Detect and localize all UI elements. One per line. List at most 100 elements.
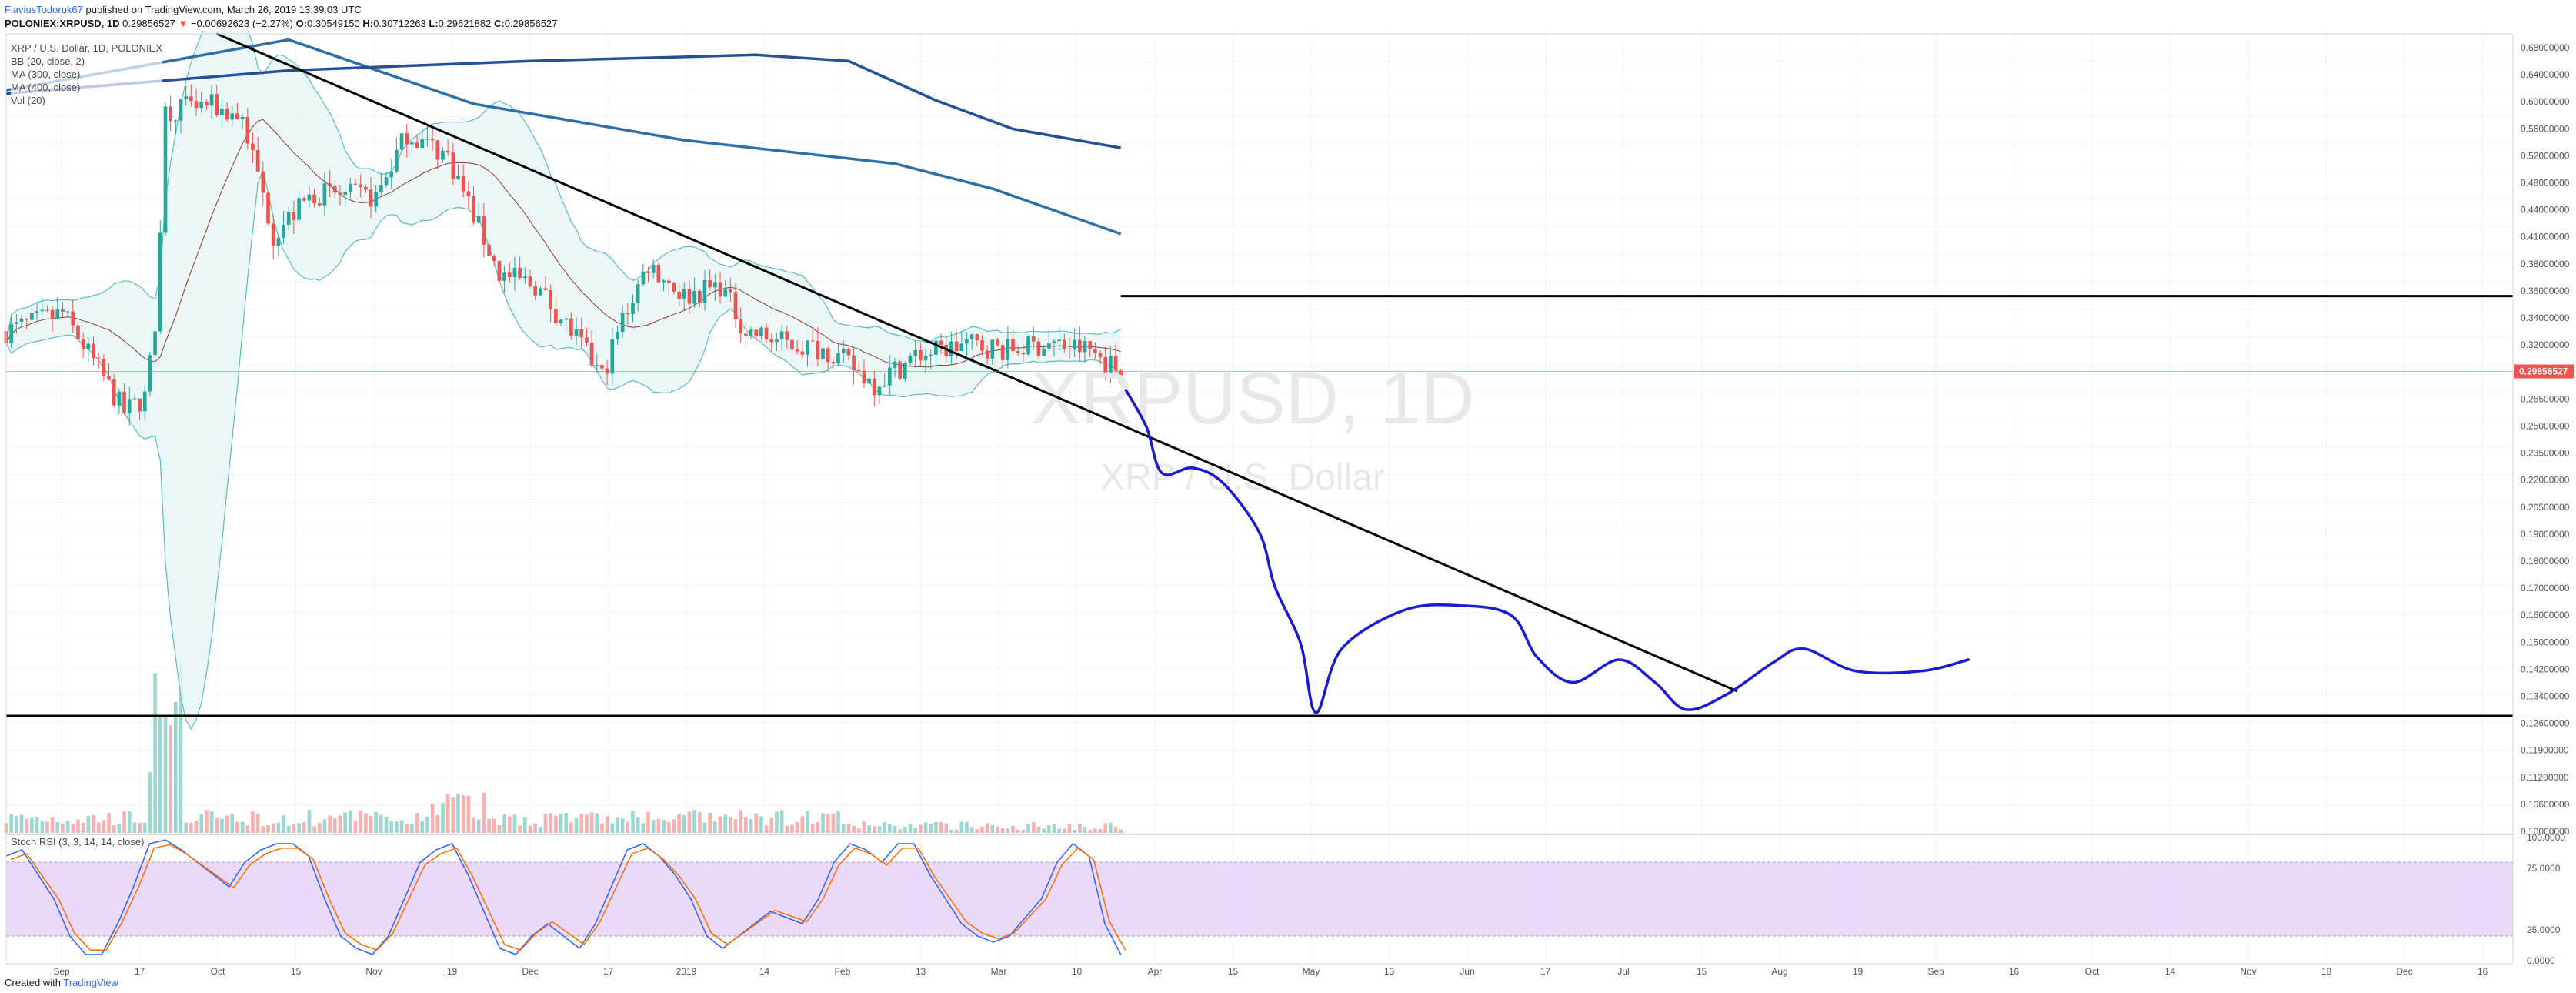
candle-body — [374, 192, 379, 207]
volume-bar — [374, 811, 379, 833]
publish-line: FlaviusTodoruk67 published on TradingVie… — [5, 3, 2544, 17]
volume-bar — [841, 824, 846, 833]
volume-bar — [245, 825, 250, 833]
candle-body — [395, 149, 399, 172]
price-tick-label: 0.41000000 — [2521, 232, 2570, 242]
legend-ma400[interactable]: MA (400, close) — [11, 82, 81, 93]
volume-bar — [215, 818, 219, 833]
candle-body — [779, 331, 784, 339]
legend-bb[interactable]: BB (20, close, 2) — [11, 55, 85, 67]
bollinger-bands — [5, 31, 1122, 731]
close-value: 0.29856527 — [504, 18, 558, 29]
candle-body — [538, 288, 542, 296]
author-link[interactable]: FlaviusTodoruk67 — [5, 4, 83, 15]
bb-upper — [5, 31, 1122, 344]
low-label: L: — [429, 18, 439, 29]
candle-body — [410, 142, 414, 145]
volume-bar — [1016, 829, 1020, 833]
price-tick-label: 0.22000000 — [2521, 475, 2570, 486]
stoch-legend[interactable]: Stoch RSI (3, 3, 14, 14, close) — [11, 836, 144, 848]
candle-body — [19, 318, 24, 322]
candle-body — [949, 341, 953, 356]
volume-bar — [35, 817, 39, 833]
candle-body — [518, 267, 522, 279]
volume-bar — [697, 812, 702, 833]
volume-bar — [708, 813, 712, 833]
candle-body — [846, 349, 851, 356]
legend-ma300[interactable]: MA (300, close) — [11, 69, 81, 80]
candle-body — [328, 183, 332, 186]
candle-body — [636, 284, 640, 303]
candle-body — [189, 96, 193, 102]
candle-body — [102, 359, 106, 376]
volume-bar — [369, 816, 373, 833]
tradingview-logo[interactable]: TradingView — [63, 977, 118, 988]
volume-bar — [363, 813, 368, 833]
candle-body — [852, 355, 856, 371]
plot-border — [5, 33, 2514, 965]
candle-body — [1016, 350, 1020, 353]
candle-body — [775, 339, 779, 343]
volume-bar — [656, 818, 661, 833]
time-tick-label: 14 — [2165, 966, 2176, 977]
time-tick-label: Nov — [2240, 966, 2256, 977]
price-tick-label: 0.13400000 — [2521, 690, 2570, 701]
candle-body — [492, 256, 496, 262]
watermark-symbol: XRPUSD, 1D — [1031, 357, 1474, 440]
candle-body — [338, 192, 342, 196]
volume-bar — [564, 813, 569, 833]
time-tick-label: Apr — [1148, 966, 1163, 977]
candle-body — [729, 289, 732, 293]
volume-bar — [522, 817, 527, 833]
candle-body — [862, 370, 866, 384]
volume-bar — [702, 822, 707, 833]
volume-bar — [153, 673, 157, 833]
volume-bar — [184, 822, 189, 833]
candle-body — [975, 334, 979, 341]
candle-body — [574, 329, 579, 336]
volume-bar — [1042, 828, 1046, 833]
volume-bar — [1073, 829, 1076, 833]
volume-bar — [415, 813, 419, 833]
candle-body — [112, 379, 116, 406]
chart-canvas[interactable]: XRPUSD, 1D XRP / U.S. Dollar Stoch RSI (… — [0, 31, 2576, 985]
volume-bar — [353, 821, 358, 833]
candle-body — [435, 140, 440, 160]
volume-bar — [472, 817, 475, 833]
candle-body — [122, 391, 126, 413]
user-drawings[interactable] — [6, 32, 2513, 717]
axes: 0.68000000 0.64000000 0.60000000 0.56000000… — [5, 33, 2574, 977]
volume-bar — [102, 820, 106, 833]
volume-bar — [40, 821, 45, 833]
candle-body — [184, 96, 189, 99]
volume-bar — [456, 794, 460, 833]
volume-bar — [1098, 828, 1103, 833]
volume-bar — [785, 825, 789, 833]
candle-body — [872, 378, 876, 396]
volume-bar — [502, 814, 506, 833]
price-tick-label: 0.11200000 — [2521, 772, 2569, 783]
candle-body — [883, 385, 886, 387]
candlesticks — [4, 84, 1123, 426]
volume-bar — [512, 814, 517, 833]
volume-bar — [867, 825, 871, 833]
time-tick-label: 2019 — [676, 966, 697, 977]
volume-bar — [1031, 821, 1036, 833]
candle-body — [215, 94, 219, 115]
volume-bar — [348, 810, 352, 833]
candle-body — [220, 108, 224, 115]
price-tick-label: 0.12600000 — [2521, 718, 2570, 729]
volume-bar — [764, 825, 769, 833]
volume-bar — [944, 823, 949, 833]
candle-body — [50, 309, 55, 319]
candle-body — [666, 280, 671, 283]
price-tick-label: 0.26500000 — [2521, 393, 2570, 404]
candle-body — [276, 237, 281, 246]
candle-body — [692, 290, 696, 304]
candle-body — [1077, 339, 1082, 353]
volume-bar — [322, 819, 327, 833]
legend-vol[interactable]: Vol (20) — [11, 95, 45, 106]
volume-bar — [826, 814, 830, 833]
volume-bar — [30, 817, 34, 833]
volume-bar — [1006, 828, 1010, 833]
